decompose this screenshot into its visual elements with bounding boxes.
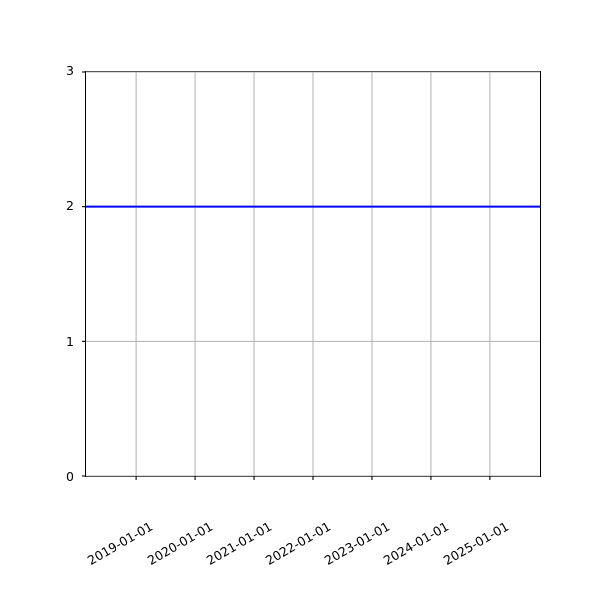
y-tick-label: 2 <box>66 198 74 214</box>
y-tick-label: 0 <box>66 468 74 484</box>
y-axis-tick-labels: 0 1 2 3 <box>0 0 74 600</box>
x-tick-label: 2025-01-01 <box>440 484 573 568</box>
y-tick-label: 3 <box>66 62 74 78</box>
x-axis-tick-marks <box>135 476 491 480</box>
x-tick-label-text: 2019-01-01 <box>85 518 156 568</box>
vertical-gridlines <box>135 72 491 476</box>
plot-area <box>82 71 541 480</box>
y-tick-label: 1 <box>66 333 74 349</box>
plot-canvas <box>82 71 540 480</box>
y-axis-tick-marks <box>82 71 86 477</box>
